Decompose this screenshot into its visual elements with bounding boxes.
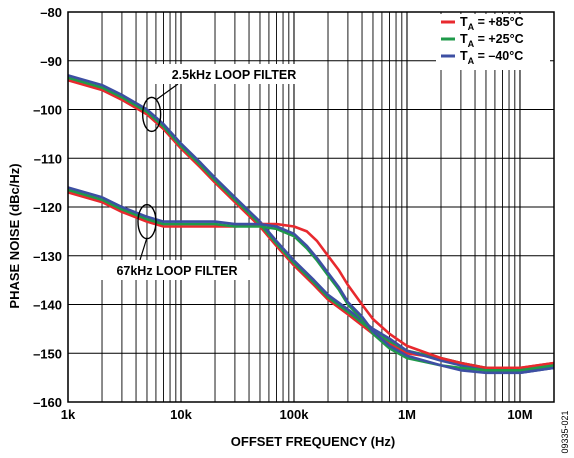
plot-frame	[67, 11, 555, 403]
legend: TA = +85°CTA = +25°CTA = –40°C	[436, 14, 550, 70]
series-line-2	[67, 74, 555, 375]
legend-label: TA = –40°C	[460, 49, 523, 66]
series-line-0	[67, 79, 555, 370]
annotation-label: 2.5kHz LOOP FILTER	[172, 68, 297, 82]
y-tick-label: –140	[33, 298, 62, 313]
series-line-3	[67, 191, 555, 370]
x-tick-label: 1k	[61, 407, 76, 422]
y-axis-title: PHASE NOISE (dBc/Hz)	[7, 163, 22, 308]
series-line-1	[67, 76, 555, 372]
y-tick-label: –110	[34, 151, 62, 166]
annotation-leader	[139, 237, 148, 261]
annotations: 2.5kHz LOOP FILTER 67kHz LOOP FILTER	[99, 64, 319, 280]
x-tick-label: 10M	[507, 407, 532, 422]
y-tick-label: –80	[40, 5, 62, 20]
annotation-box	[99, 260, 256, 280]
y-tick-label: –150	[33, 346, 62, 361]
x-tick-labels: 1k 10k 100k 1M 10M	[61, 407, 533, 422]
annotation-box	[149, 64, 319, 84]
y-tick-label: –160	[33, 395, 62, 410]
figure-id: 09335-021	[560, 410, 570, 453]
annotation-label: 67kHz LOOP FILTER	[116, 264, 237, 278]
annotation-ellipse	[141, 96, 162, 133]
y-tick-labels: –80 –90 –100 –110 –120 –130 –140 –150 –160	[33, 5, 62, 410]
series-layer	[67, 74, 555, 375]
x-tick-label: 1M	[398, 407, 416, 422]
legend-label: TA = +85°C	[460, 15, 524, 32]
y-tick-label: –120	[33, 200, 62, 215]
y-tick-label: –130	[33, 249, 62, 264]
annotation-leader	[156, 83, 179, 100]
legend-label: TA = +25°C	[460, 32, 524, 49]
x-tick-label: 100k	[280, 407, 310, 422]
x-axis-title: OFFSET FREQUENCY (Hz)	[231, 434, 395, 449]
x-tick-label: 10k	[170, 407, 192, 422]
y-tick-label: –100	[33, 103, 62, 118]
series-line-5	[67, 186, 555, 375]
y-tick-label: –90	[40, 54, 62, 69]
